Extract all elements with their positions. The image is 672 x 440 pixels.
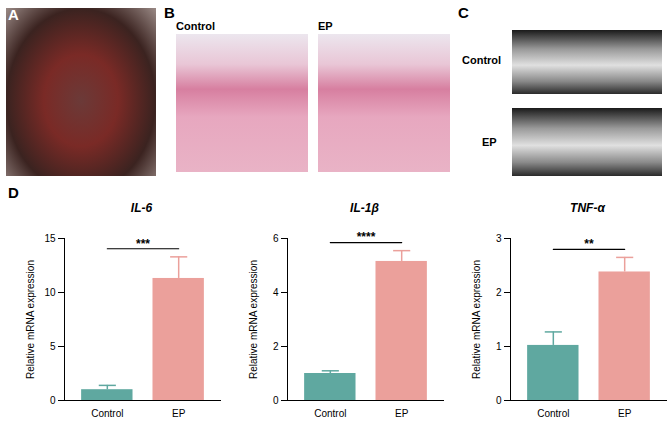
svg-text:2: 2 (273, 341, 279, 352)
html-text:A: A (8, 6, 19, 23)
svg-text:EP: EP (395, 408, 409, 419)
svg-text:Control: Control (91, 408, 123, 419)
svg-text:4: 4 (273, 287, 279, 298)
html-text:Control: Control (462, 54, 502, 66)
svg-text:**: ** (584, 237, 594, 251)
svg-text:***: *** (136, 237, 150, 251)
svg-text:Control: Control (537, 408, 569, 419)
svg-text:Relative mRNA expression: Relative mRNA expression (248, 260, 259, 379)
svg-text:0: 0 (496, 395, 502, 406)
html-text:D: D (8, 184, 19, 201)
html-text:IL-6: IL-6 (130, 201, 153, 215)
html-text:IL-1β: IL-1β (350, 201, 379, 215)
svg-text:EP: EP (172, 408, 186, 419)
svg-text:1: 1 (496, 341, 502, 352)
svg-text:0: 0 (50, 395, 56, 406)
html-text:C: C (458, 4, 469, 21)
html-text:B: B (164, 4, 175, 21)
svg-text:15: 15 (44, 233, 56, 244)
svg-text:Control: Control (314, 408, 346, 419)
svg-text:10: 10 (44, 287, 56, 298)
svg-text:****: **** (357, 230, 376, 244)
svg-text:EP: EP (618, 408, 632, 419)
svg-text:Relative mRNA expression: Relative mRNA expression (471, 260, 482, 379)
svg-text:2: 2 (496, 287, 502, 298)
svg-text:Relative mRNA expression: Relative mRNA expression (25, 260, 36, 379)
svg-text:3: 3 (496, 233, 502, 244)
svg-text:0: 0 (273, 395, 279, 406)
html-text:TNF-α: TNF-α (570, 201, 605, 215)
svg-text:5: 5 (50, 341, 56, 352)
html-text:EP: EP (318, 20, 333, 32)
svg-text:6: 6 (273, 233, 279, 244)
html-text:EP: EP (482, 136, 497, 148)
html-text:Control: Control (176, 20, 216, 32)
